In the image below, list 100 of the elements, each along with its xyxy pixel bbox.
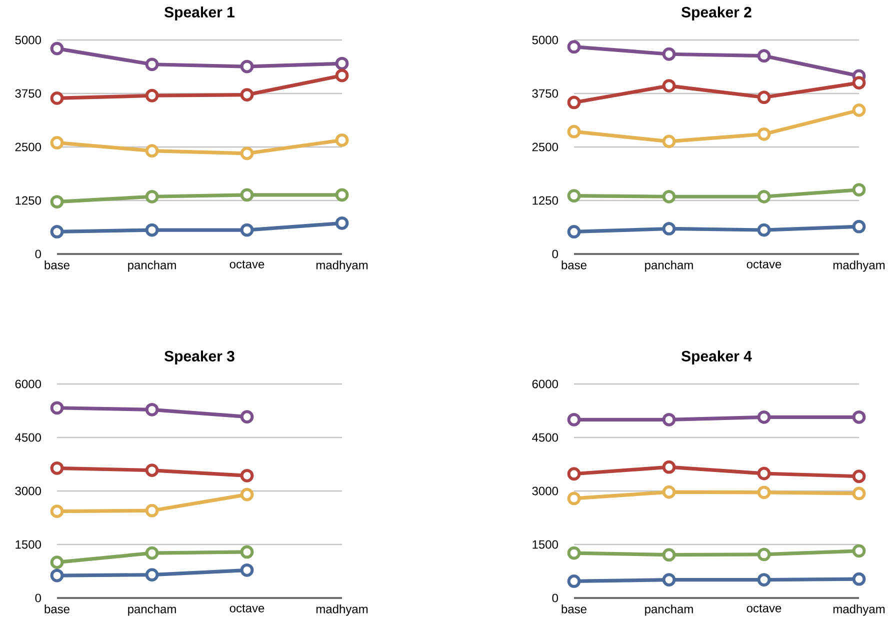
point [50,92,64,105]
point [757,127,771,141]
y-tick-label: 0 [35,250,42,258]
y-tick-label: 1500 [532,540,558,549]
point [145,144,159,158]
point [145,504,159,518]
point [852,103,866,117]
point [145,223,159,237]
x-tick-label: pancham [645,604,693,616]
point [240,223,254,237]
point [50,556,64,570]
x-tick-label: base [44,604,70,614]
point [567,96,581,110]
y-tick-label: 4500 [15,433,42,442]
point [662,134,676,148]
point [757,410,771,424]
point [50,504,64,518]
x-tick-label: pancham [128,260,176,272]
y-tick-label: 3000 [532,486,558,496]
x-tick-label: madhyam [833,260,885,272]
point [50,461,64,475]
point [852,470,866,484]
x-tick-label: octave [230,604,264,612]
point [757,90,771,104]
point [567,124,581,138]
point [335,56,349,70]
point [757,573,771,586]
y-tick-label: 3000 [15,486,42,496]
y-tick-label: 1250 [532,196,558,205]
point [852,76,866,90]
point [335,216,349,230]
x-tick-label: pancham [645,260,693,272]
y-tick-label: 3750 [532,89,558,98]
point [567,189,581,202]
chart-title: Speaker 1 [164,6,234,20]
point [145,402,159,416]
y-tick-label: 2500 [15,142,42,152]
y-tick-label: 1500 [16,540,42,549]
x-tick-label: base [44,260,70,270]
point [662,573,676,586]
point [240,410,254,424]
point [662,47,676,61]
point [335,133,349,147]
y-tick-label: 5000 [15,36,42,44]
point [567,546,581,560]
point [50,136,64,150]
point [240,488,254,502]
point [145,546,159,560]
point [50,225,64,238]
chart-title: Speaker 3 [164,350,234,364]
x-tick-label: base [562,604,586,614]
x-tick-label: octave [746,260,782,268]
y-tick-label: 6000 [15,380,42,388]
point [662,222,676,236]
point [852,572,866,586]
point [567,467,581,481]
point [567,574,581,588]
point [852,410,866,424]
point [240,468,254,482]
point [240,563,254,577]
point [662,190,676,204]
point [662,460,676,474]
point [757,223,771,237]
point [145,58,159,72]
point [145,190,159,204]
point [757,466,771,480]
point [852,486,866,500]
y-tick-label: 4500 [532,433,558,442]
y-tick-label: 0 [35,594,42,602]
point [757,49,771,63]
point [240,60,254,74]
x-tick-label: octave [746,604,782,612]
point [662,548,676,562]
point [567,225,581,238]
point [145,568,159,582]
point [240,545,254,559]
y-tick-label: 0 [552,594,558,602]
y-tick-label: 5000 [532,36,558,44]
point [757,486,771,500]
x-tick-label: madhyam [316,260,368,272]
point [852,183,866,196]
x-tick-label: madhyam [316,604,368,616]
point [757,190,771,204]
y-tick-label: 6000 [532,380,558,388]
x-tick-label: base [562,260,586,270]
y-tick-label: 3750 [15,89,42,98]
point [567,492,581,506]
point [240,146,254,160]
point [50,568,64,582]
point [662,412,676,426]
y-tick-label: 2500 [532,142,558,152]
point [852,220,866,234]
point [50,42,64,56]
point [567,412,581,426]
point [50,401,64,415]
y-tick-label: 0 [552,250,558,258]
chart-title: Speaker 2 [682,6,752,20]
point [50,195,64,208]
x-tick-label: pancham [128,604,176,616]
point [335,188,349,202]
